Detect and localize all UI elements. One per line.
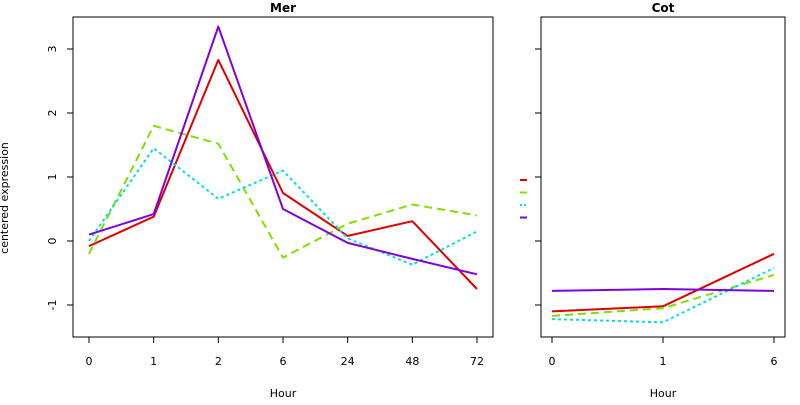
series-lines-cot xyxy=(551,252,775,324)
series-lines-mer xyxy=(88,25,478,290)
x-tick-label-mer-1: 1 xyxy=(150,355,157,368)
y-tick-label-2: 1 xyxy=(46,174,59,181)
x-axis-title-mer: Hour xyxy=(270,387,297,400)
series-key-marks xyxy=(520,179,527,219)
series-line-mer-cyan xyxy=(88,147,478,266)
x-tick-label-cot-2: 6 xyxy=(771,355,778,368)
x-tick-label-mer-3: 6 xyxy=(280,355,287,368)
series-line-cot-purple xyxy=(551,288,775,292)
y-ticks-mer: -1 0 1 2 3 xyxy=(46,46,73,311)
x-tick-label-mer-6: 72 xyxy=(470,355,484,368)
x-tick-label-mer-2: 2 xyxy=(215,355,222,368)
series-line-mer-purple xyxy=(88,25,478,276)
series-line-mer-green xyxy=(88,124,478,259)
x-tick-label-cot-1: 1 xyxy=(660,355,667,368)
x-ticks-cot: 0 1 6 xyxy=(549,337,778,368)
y-axis-title: centered expression xyxy=(0,142,11,254)
panel-cot: Cot Hour 0 1 6 xyxy=(535,1,786,400)
panel-mer: Mer Hour centered expression -1 0 1 2 3 0 1 2 6… xyxy=(0,1,494,400)
x-tick-label-mer-4: 24 xyxy=(341,355,355,368)
series-line-mer-red xyxy=(88,58,478,290)
y-tick-label-3: 2 xyxy=(46,110,59,117)
series-line-cot-cyan xyxy=(551,267,775,324)
x-ticks-mer: 0 1 2 6 24 48 72 xyxy=(86,337,484,368)
x-axis-title-cot: Hour xyxy=(650,387,677,400)
panel-title-cot: Cot xyxy=(652,1,675,15)
plot-frame-mer xyxy=(72,16,494,338)
y-ticks-cot xyxy=(535,48,541,306)
x-tick-label-cot-0: 0 xyxy=(549,355,556,368)
x-tick-label-mer-5: 48 xyxy=(405,355,419,368)
x-tick-label-mer-0: 0 xyxy=(86,355,93,368)
y-tick-label-1: 0 xyxy=(46,238,59,245)
y-tick-label-4: 3 xyxy=(46,46,59,53)
panel-title-mer: Mer xyxy=(270,1,296,15)
series-line-cot-red xyxy=(551,252,775,313)
y-tick-label-0: -1 xyxy=(46,300,59,311)
